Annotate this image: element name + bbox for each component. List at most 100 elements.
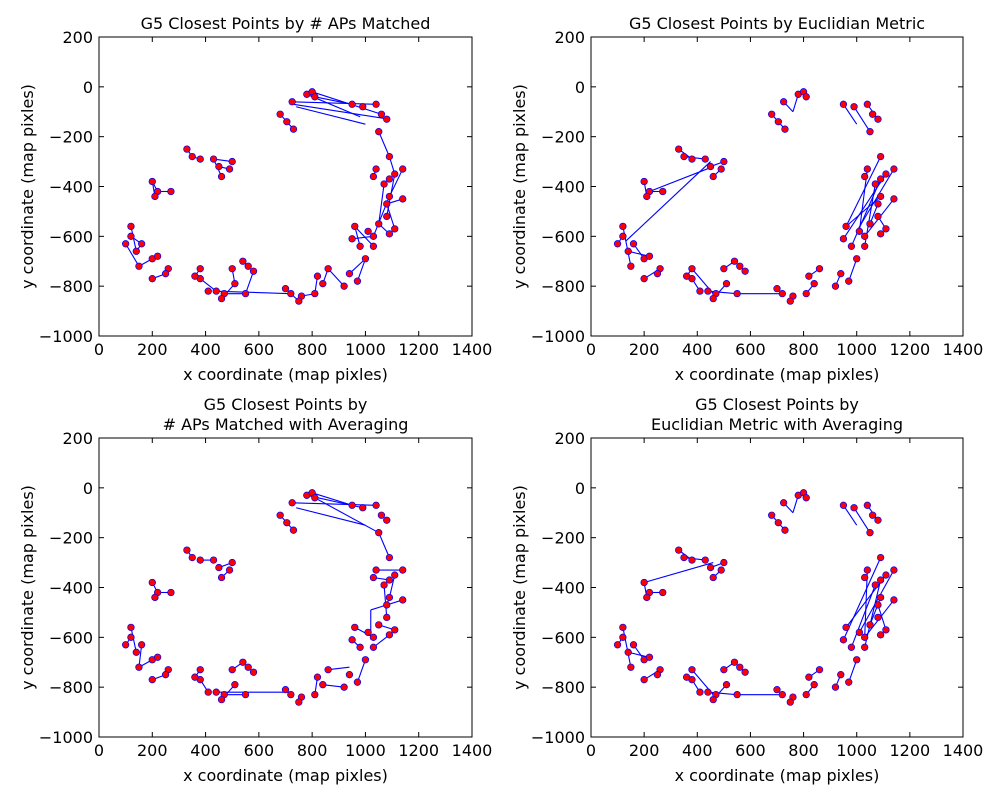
data-point	[228, 558, 236, 567]
match-line	[625, 161, 711, 242]
y-tick-label: −600	[541, 628, 585, 647]
data-point	[853, 255, 861, 263]
data-point	[228, 265, 236, 273]
data-point	[369, 633, 378, 641]
data-point	[773, 686, 781, 694]
y-tick-label: −800	[49, 678, 93, 697]
data-point	[399, 195, 407, 203]
data-point	[295, 297, 303, 305]
y-tick-label: −400	[49, 178, 93, 197]
data-point	[311, 690, 319, 699]
data-point	[815, 265, 824, 273]
data-point	[383, 200, 391, 208]
data-point	[188, 553, 196, 562]
data-point	[869, 511, 877, 519]
match-line	[842, 103, 858, 125]
data-point	[340, 683, 348, 691]
data-point	[183, 145, 191, 153]
data-point	[688, 556, 696, 564]
x-tick-label: 800	[788, 340, 819, 359]
y-tick-label: −600	[49, 227, 93, 246]
x-tick-label: 1400	[452, 741, 493, 760]
data-point	[876, 576, 885, 584]
data-point	[369, 172, 378, 181]
data-point	[345, 270, 354, 278]
data-point	[802, 93, 810, 101]
data-point	[680, 152, 688, 161]
data-point	[385, 553, 394, 562]
data-point	[281, 285, 290, 293]
y-axis-label: y coordinate (map pixles)	[18, 84, 37, 289]
data-point	[345, 671, 354, 679]
chart-title: Euclidian Metric with Averaging	[651, 415, 903, 434]
y-tick-label: 0	[83, 78, 93, 97]
y-tick-label: −1000	[39, 327, 93, 346]
data-point	[831, 282, 840, 290]
data-point	[127, 232, 135, 240]
data-point	[683, 673, 691, 681]
data-point	[249, 267, 258, 275]
data-point	[717, 566, 725, 574]
x-tick-label: 200	[629, 340, 660, 359]
data-point	[148, 177, 156, 186]
x-tick-label: 400	[190, 340, 221, 359]
data-point	[706, 563, 715, 572]
data-point	[876, 631, 885, 639]
data-point	[876, 192, 885, 201]
data-point	[683, 272, 691, 280]
data-point	[779, 98, 788, 106]
data-point	[380, 581, 388, 589]
data-point	[311, 93, 319, 101]
data-point	[375, 128, 383, 136]
data-point	[619, 633, 627, 641]
data-point	[863, 501, 871, 509]
x-tick-label: 1000	[345, 340, 386, 359]
data-point	[709, 573, 717, 582]
data-point	[148, 578, 156, 587]
y-tick-label: −1000	[531, 728, 585, 747]
data-point	[356, 643, 364, 651]
data-point	[890, 566, 898, 574]
data-point	[876, 152, 885, 161]
data-point	[837, 270, 845, 278]
data-point	[212, 287, 220, 295]
data-point	[385, 576, 394, 584]
y-tick-label: −600	[541, 227, 585, 246]
match-line	[314, 497, 380, 534]
y-tick-label: −800	[541, 277, 585, 296]
data-point	[802, 289, 810, 298]
x-tick-label: 1400	[943, 340, 984, 359]
data-point	[399, 165, 407, 173]
y-tick-label: 0	[575, 479, 585, 498]
data-point	[882, 170, 890, 178]
chart-title: G5 Closest Points by # APs Matched	[141, 14, 431, 33]
x-tick-label: 1200	[398, 340, 439, 359]
data-point	[191, 673, 199, 681]
data-point	[720, 265, 728, 273]
data-point	[741, 267, 749, 275]
data-point	[701, 556, 709, 564]
data-point	[372, 501, 380, 509]
data-point	[624, 247, 632, 255]
data-point	[369, 242, 378, 250]
x-tick-label: 1200	[398, 741, 439, 760]
y-axis-label: y coordinate (map pixles)	[510, 84, 529, 289]
data-point	[375, 220, 383, 228]
data-point	[773, 285, 781, 293]
match-line	[842, 504, 858, 526]
match-line	[138, 644, 143, 668]
data-point	[701, 155, 709, 163]
data-point	[348, 636, 356, 644]
data-point	[121, 641, 130, 649]
data-point	[196, 265, 204, 273]
data-point	[640, 676, 648, 684]
data-point	[391, 626, 399, 634]
data-point	[863, 566, 871, 574]
data-point	[839, 636, 848, 644]
y-tick-label: −200	[49, 128, 93, 147]
data-point	[627, 262, 635, 270]
data-point	[369, 643, 378, 651]
data-point	[890, 165, 898, 173]
y-axis-label: y coordinate (map pixles)	[18, 485, 37, 690]
